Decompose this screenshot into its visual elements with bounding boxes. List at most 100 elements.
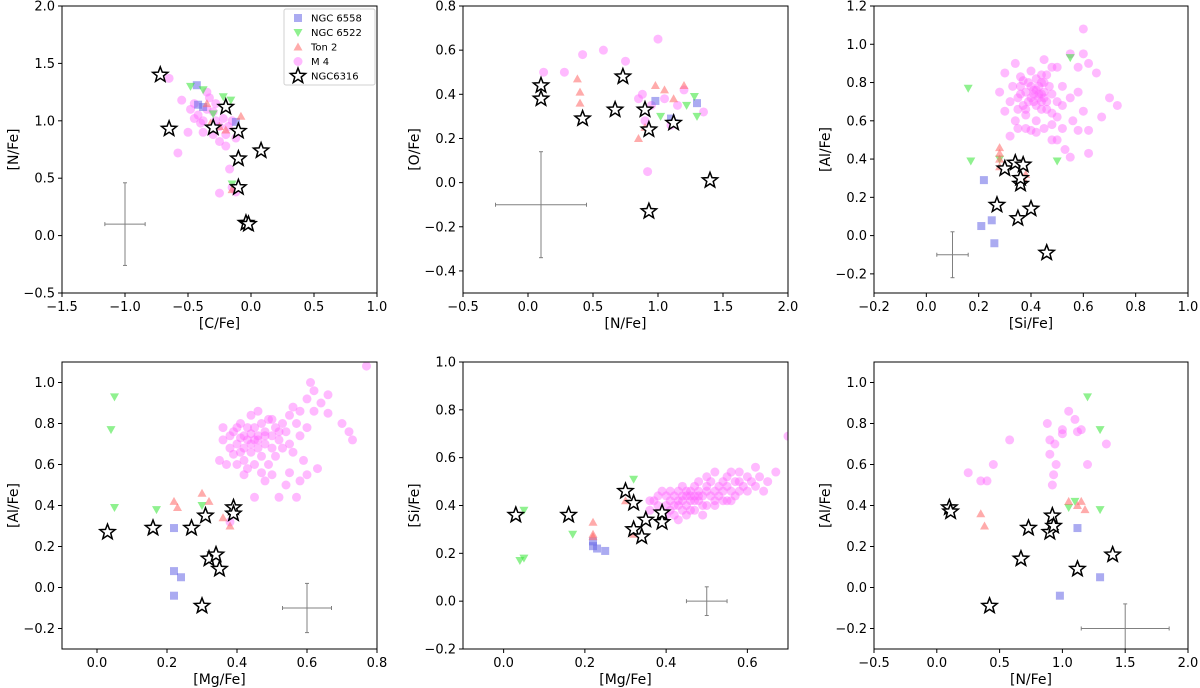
x-tick-label: 0.0 (926, 656, 947, 671)
point-m4 (1057, 123, 1067, 133)
y-tick-label: 0.8 (846, 417, 867, 432)
point-ngc6316 (635, 99, 655, 118)
point-ton2 (1072, 501, 1082, 509)
point-m4 (1018, 100, 1028, 110)
point-m4 (253, 443, 263, 453)
point-m4 (1083, 460, 1093, 469)
point-ngc6522 (963, 84, 973, 93)
point-m4 (271, 451, 280, 461)
point-m4 (1036, 89, 1046, 99)
point-m4 (1039, 78, 1049, 88)
point-m4 (759, 486, 769, 496)
point-m4 (1013, 123, 1023, 133)
point-ngc6316 (987, 194, 1007, 214)
point-m4 (988, 460, 998, 469)
point-ngc6558 (589, 537, 597, 546)
panel-1: −1.5 −1.0 −0.5 0.0 0.5 1.0 −0.5 0.0 0.5 1.0 1.5 2.0… (6, 0, 387, 332)
point-m4 (186, 104, 196, 114)
point-m4 (246, 447, 256, 457)
point-m4 (1029, 89, 1039, 99)
x-tick-label: −0.5 (447, 300, 479, 315)
x-tick-label: 0.2 (968, 300, 989, 315)
point-ngc6316 (624, 492, 644, 512)
point-m4 (1016, 72, 1026, 82)
point-m4 (1052, 62, 1062, 72)
legend-box (283, 8, 376, 86)
point-ton2 (634, 133, 643, 142)
point-m4 (1084, 58, 1094, 68)
panel-6-data (939, 393, 1170, 649)
point-ton2 (169, 496, 179, 505)
panel-2: −0.5 0.0 0.5 1.0 1.5 2.0 −0.4 −0.2 0.0 0.2 0.4 0.6 0… (407, 0, 798, 332)
point-m4 (267, 431, 277, 441)
y-tick-label: 0.4 (435, 88, 456, 103)
panel-4-data (97, 362, 371, 634)
point-m4 (995, 87, 1005, 97)
x-tick-label: 0.6 (1073, 300, 1094, 315)
point-ton2 (236, 111, 246, 120)
point-m4 (313, 464, 322, 474)
point-m4 (302, 470, 312, 480)
axes-frame (462, 5, 789, 294)
point-ngc6316 (251, 140, 271, 159)
point-m4 (211, 99, 221, 109)
point-ngc6522 (629, 475, 639, 484)
point-m4 (706, 491, 716, 501)
y-tick-label: 0.6 (435, 44, 456, 59)
point-m4 (653, 491, 663, 501)
point-m4 (225, 431, 235, 441)
point-ton2 (221, 125, 231, 134)
y-tick-label: −0.2 (835, 622, 867, 637)
point-m4 (1105, 93, 1114, 103)
legend: NGC 6558 NGC 6522 Ton 2 M 4 NGC6316 (283, 8, 376, 86)
point-ngc6316 (663, 112, 684, 132)
point-m4 (681, 501, 691, 510)
point-m4 (1078, 24, 1088, 34)
point-ngc6522 (186, 82, 196, 91)
point-m4 (677, 505, 687, 515)
point-m4 (702, 501, 712, 510)
point-m4 (257, 468, 266, 478)
point-ngc6558 (979, 176, 988, 185)
y-tick-label: −0.2 (424, 220, 456, 235)
point-ngc6316 (195, 505, 216, 524)
x-tick-label: 0.0 (241, 300, 262, 315)
point-ngc6522 (152, 506, 161, 515)
point-m4 (673, 100, 682, 110)
point-m4 (710, 467, 720, 477)
point-ngc6316 (1008, 208, 1028, 227)
point-m4 (177, 95, 187, 105)
point-m4 (673, 486, 683, 496)
point-m4 (1068, 116, 1078, 126)
point-ngc6316 (652, 502, 672, 521)
point-m4 (239, 431, 249, 441)
x-axis-label: [Si/Fe] (1009, 316, 1053, 332)
panel-4: 0.0 0.2 0.4 0.6 0.8 −0.2 0.0 0.2 0.4 0.6 0.8 1.0 [Mg… (6, 361, 387, 688)
point-ngc6316 (531, 88, 551, 107)
point-m4 (686, 505, 695, 515)
point-m4 (714, 481, 724, 491)
point-m4 (236, 447, 245, 457)
point-ngc6522 (208, 110, 218, 119)
point-ngc6558 (601, 546, 610, 555)
legend-label-ngc6522: NGC 6522 (311, 28, 362, 39)
point-m4 (274, 435, 284, 445)
point-m4 (1031, 116, 1041, 126)
point-m4 (657, 486, 667, 496)
point-m4 (669, 491, 679, 501)
point-m4 (278, 419, 287, 428)
point-m4 (1005, 131, 1015, 141)
point-m4 (239, 455, 249, 465)
point-m4 (215, 136, 224, 146)
y-tick-label: 2.0 (34, 0, 55, 15)
point-ngc6522 (1083, 393, 1093, 402)
legend-label-m4: M 4 (311, 57, 329, 68)
point-m4 (239, 443, 249, 453)
point-m4 (302, 423, 312, 433)
point-m4 (661, 491, 671, 501)
point-m4 (1084, 148, 1094, 158)
point-m4 (1045, 435, 1055, 445)
point-m4 (751, 481, 760, 491)
point-ngc6522 (106, 426, 116, 435)
point-ton2 (995, 148, 1005, 157)
